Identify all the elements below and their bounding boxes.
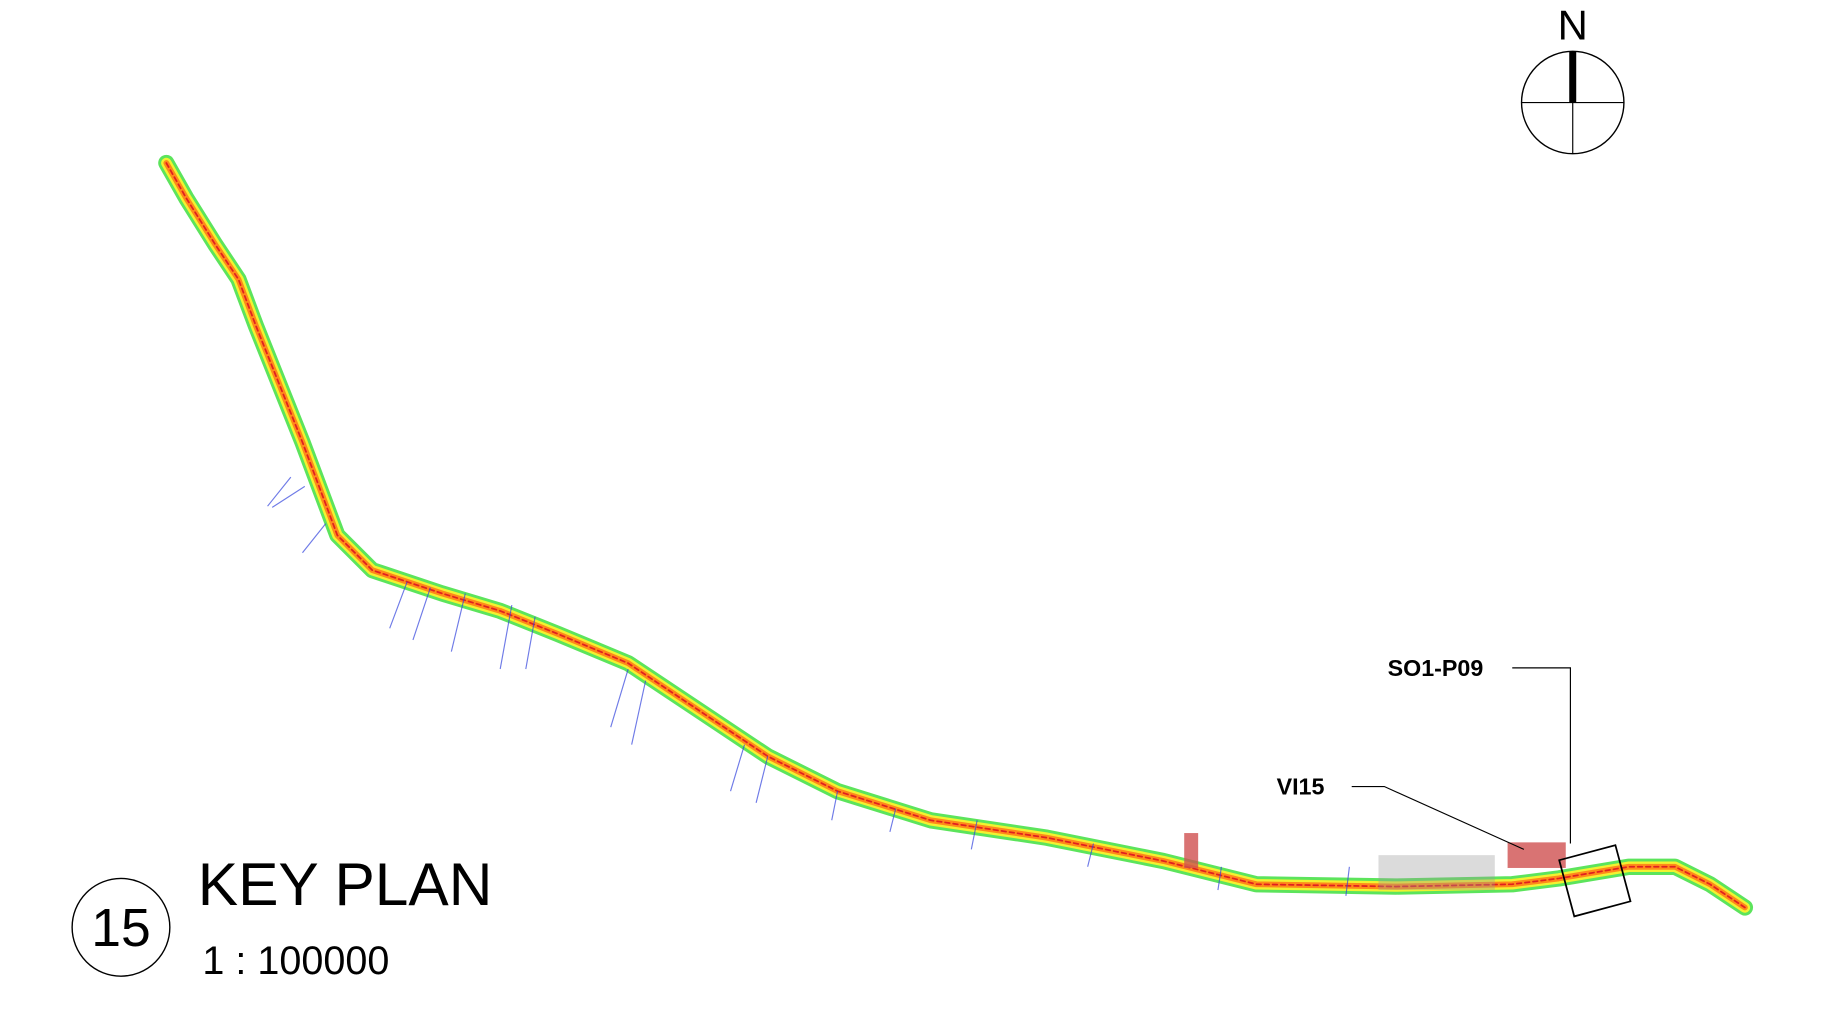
- title-number: 15: [91, 899, 151, 958]
- route-red: [165, 162, 1746, 909]
- sheet-frame: [1558, 844, 1632, 918]
- structures: [1184, 833, 1632, 918]
- leaders: [1351, 667, 1571, 850]
- structure-area: [1378, 855, 1495, 891]
- route-green: [158, 154, 1754, 916]
- structure-block: [1184, 833, 1199, 868]
- north-label: N: [1558, 2, 1588, 49]
- route-orange: [163, 160, 1748, 911]
- scale-label: 1 : 100000: [202, 939, 389, 983]
- title: KEY PLAN: [198, 850, 493, 918]
- route-yellow: [161, 157, 1751, 913]
- callout-label: SO1-P09: [1388, 655, 1484, 681]
- north-arrow: [1520, 50, 1625, 155]
- cross-sections: [267, 476, 1350, 896]
- route: [158, 154, 1754, 916]
- title-circle: [71, 877, 171, 977]
- callout-label: VI15: [1277, 774, 1325, 800]
